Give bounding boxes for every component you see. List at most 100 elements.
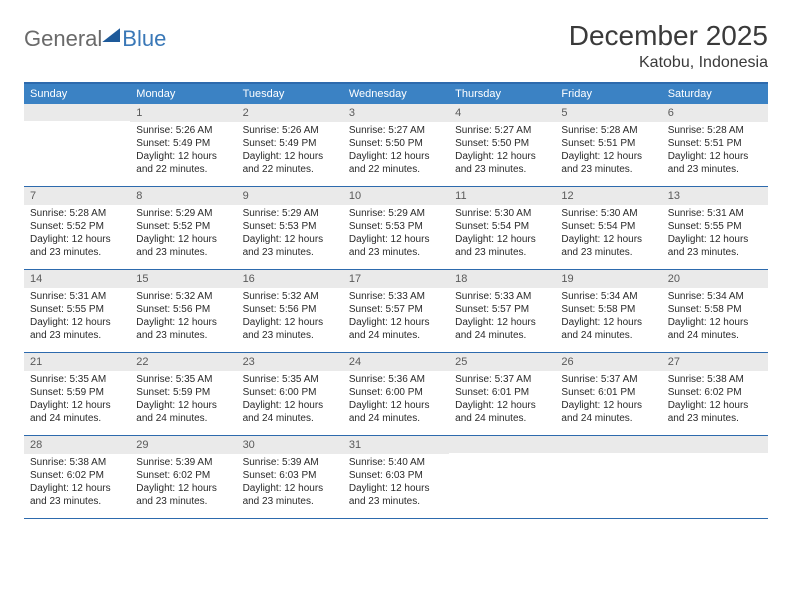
sunrise-value: Sunrise: 5:32 AM — [243, 290, 337, 303]
daylight-value: Daylight: 12 hours and 24 minutes. — [136, 399, 230, 425]
sunrise-value: Sunrise: 5:26 AM — [136, 124, 230, 137]
daylight-value: Daylight: 12 hours and 22 minutes. — [136, 150, 230, 176]
day-data: Sunrise: 5:38 AMSunset: 6:02 PMDaylight:… — [24, 454, 130, 514]
day-cell: 29Sunrise: 5:39 AMSunset: 6:02 PMDayligh… — [130, 436, 236, 518]
day-number — [662, 436, 768, 453]
sunset-value: Sunset: 5:55 PM — [668, 220, 762, 233]
week-row: 28Sunrise: 5:38 AMSunset: 6:02 PMDayligh… — [24, 436, 768, 519]
day-number: 1 — [130, 104, 236, 122]
day-cell: 14Sunrise: 5:31 AMSunset: 5:55 PMDayligh… — [24, 270, 130, 352]
day-number: 11 — [449, 187, 555, 205]
sunrise-value: Sunrise: 5:38 AM — [30, 456, 124, 469]
day-data: Sunrise: 5:28 AMSunset: 5:51 PMDaylight:… — [662, 122, 768, 182]
day-cell — [662, 436, 768, 518]
day-data: Sunrise: 5:30 AMSunset: 5:54 PMDaylight:… — [449, 205, 555, 265]
sunrise-value: Sunrise: 5:28 AM — [561, 124, 655, 137]
day-data: Sunrise: 5:37 AMSunset: 6:01 PMDaylight:… — [449, 371, 555, 431]
day-cell — [24, 104, 130, 186]
day-data: Sunrise: 5:26 AMSunset: 5:49 PMDaylight:… — [130, 122, 236, 182]
sunset-value: Sunset: 6:01 PM — [561, 386, 655, 399]
day-data: Sunrise: 5:28 AMSunset: 5:51 PMDaylight:… — [555, 122, 661, 182]
day-data: Sunrise: 5:26 AMSunset: 5:49 PMDaylight:… — [237, 122, 343, 182]
day-cell: 21Sunrise: 5:35 AMSunset: 5:59 PMDayligh… — [24, 353, 130, 435]
day-cell: 8Sunrise: 5:29 AMSunset: 5:52 PMDaylight… — [130, 187, 236, 269]
day-number: 25 — [449, 353, 555, 371]
sunrise-value: Sunrise: 5:35 AM — [30, 373, 124, 386]
day-cell: 18Sunrise: 5:33 AMSunset: 5:57 PMDayligh… — [449, 270, 555, 352]
day-data: Sunrise: 5:27 AMSunset: 5:50 PMDaylight:… — [449, 122, 555, 182]
day-cell: 20Sunrise: 5:34 AMSunset: 5:58 PMDayligh… — [662, 270, 768, 352]
day-data: Sunrise: 5:32 AMSunset: 5:56 PMDaylight:… — [130, 288, 236, 348]
logo-part2: Blue — [122, 26, 166, 52]
sunset-value: Sunset: 6:01 PM — [455, 386, 549, 399]
day-data: Sunrise: 5:34 AMSunset: 5:58 PMDaylight:… — [555, 288, 661, 348]
day-number: 6 — [662, 104, 768, 122]
day-number: 24 — [343, 353, 449, 371]
logo-triangle-icon — [102, 28, 120, 42]
day-data: Sunrise: 5:39 AMSunset: 6:03 PMDaylight:… — [237, 454, 343, 514]
sunset-value: Sunset: 5:55 PM — [30, 303, 124, 316]
sunset-value: Sunset: 5:54 PM — [561, 220, 655, 233]
sunset-value: Sunset: 6:00 PM — [243, 386, 337, 399]
daylight-value: Daylight: 12 hours and 23 minutes. — [668, 233, 762, 259]
day-data: Sunrise: 5:30 AMSunset: 5:54 PMDaylight:… — [555, 205, 661, 265]
daylight-value: Daylight: 12 hours and 23 minutes. — [30, 482, 124, 508]
sunrise-value: Sunrise: 5:29 AM — [349, 207, 443, 220]
day-data: Sunrise: 5:38 AMSunset: 6:02 PMDaylight:… — [662, 371, 768, 431]
day-number — [555, 436, 661, 453]
day-number: 30 — [237, 436, 343, 454]
sunset-value: Sunset: 5:54 PM — [455, 220, 549, 233]
day-data: Sunrise: 5:33 AMSunset: 5:57 PMDaylight:… — [343, 288, 449, 348]
sunset-value: Sunset: 5:52 PM — [30, 220, 124, 233]
day-data: Sunrise: 5:36 AMSunset: 6:00 PMDaylight:… — [343, 371, 449, 431]
sunrise-value: Sunrise: 5:39 AM — [136, 456, 230, 469]
week-row: 7Sunrise: 5:28 AMSunset: 5:52 PMDaylight… — [24, 187, 768, 270]
daylight-value: Daylight: 12 hours and 23 minutes. — [30, 233, 124, 259]
day-cell: 22Sunrise: 5:35 AMSunset: 5:59 PMDayligh… — [130, 353, 236, 435]
weekday-header: Friday — [555, 84, 661, 104]
day-number: 17 — [343, 270, 449, 288]
day-cell: 26Sunrise: 5:37 AMSunset: 6:01 PMDayligh… — [555, 353, 661, 435]
day-cell: 25Sunrise: 5:37 AMSunset: 6:01 PMDayligh… — [449, 353, 555, 435]
sunrise-value: Sunrise: 5:30 AM — [561, 207, 655, 220]
daylight-value: Daylight: 12 hours and 23 minutes. — [136, 316, 230, 342]
daylight-value: Daylight: 12 hours and 24 minutes. — [30, 399, 124, 425]
day-data: Sunrise: 5:34 AMSunset: 5:58 PMDaylight:… — [662, 288, 768, 348]
day-number: 18 — [449, 270, 555, 288]
sunset-value: Sunset: 5:50 PM — [349, 137, 443, 150]
day-cell: 16Sunrise: 5:32 AMSunset: 5:56 PMDayligh… — [237, 270, 343, 352]
day-cell: 1Sunrise: 5:26 AMSunset: 5:49 PMDaylight… — [130, 104, 236, 186]
day-cell: 4Sunrise: 5:27 AMSunset: 5:50 PMDaylight… — [449, 104, 555, 186]
day-data: Sunrise: 5:40 AMSunset: 6:03 PMDaylight:… — [343, 454, 449, 514]
daylight-value: Daylight: 12 hours and 23 minutes. — [561, 233, 655, 259]
day-cell: 12Sunrise: 5:30 AMSunset: 5:54 PMDayligh… — [555, 187, 661, 269]
sunset-value: Sunset: 6:00 PM — [349, 386, 443, 399]
day-cell: 9Sunrise: 5:29 AMSunset: 5:53 PMDaylight… — [237, 187, 343, 269]
day-cell: 31Sunrise: 5:40 AMSunset: 6:03 PMDayligh… — [343, 436, 449, 518]
day-cell: 15Sunrise: 5:32 AMSunset: 5:56 PMDayligh… — [130, 270, 236, 352]
sunset-value: Sunset: 5:50 PM — [455, 137, 549, 150]
sunrise-value: Sunrise: 5:34 AM — [561, 290, 655, 303]
weekday-header: Saturday — [662, 84, 768, 104]
sunrise-value: Sunrise: 5:27 AM — [455, 124, 549, 137]
day-number: 16 — [237, 270, 343, 288]
sunrise-value: Sunrise: 5:39 AM — [243, 456, 337, 469]
sunrise-value: Sunrise: 5:31 AM — [30, 290, 124, 303]
day-cell: 30Sunrise: 5:39 AMSunset: 6:03 PMDayligh… — [237, 436, 343, 518]
daylight-value: Daylight: 12 hours and 23 minutes. — [455, 150, 549, 176]
day-number: 20 — [662, 270, 768, 288]
weeks-container: 1Sunrise: 5:26 AMSunset: 5:49 PMDaylight… — [24, 104, 768, 519]
sunrise-value: Sunrise: 5:34 AM — [668, 290, 762, 303]
week-row: 1Sunrise: 5:26 AMSunset: 5:49 PMDaylight… — [24, 104, 768, 187]
day-number: 9 — [237, 187, 343, 205]
day-number: 10 — [343, 187, 449, 205]
day-number: 4 — [449, 104, 555, 122]
sunset-value: Sunset: 5:58 PM — [668, 303, 762, 316]
week-row: 21Sunrise: 5:35 AMSunset: 5:59 PMDayligh… — [24, 353, 768, 436]
day-data: Sunrise: 5:29 AMSunset: 5:53 PMDaylight:… — [237, 205, 343, 265]
daylight-value: Daylight: 12 hours and 22 minutes. — [243, 150, 337, 176]
day-number: 13 — [662, 187, 768, 205]
day-number: 2 — [237, 104, 343, 122]
day-cell — [449, 436, 555, 518]
day-cell: 19Sunrise: 5:34 AMSunset: 5:58 PMDayligh… — [555, 270, 661, 352]
